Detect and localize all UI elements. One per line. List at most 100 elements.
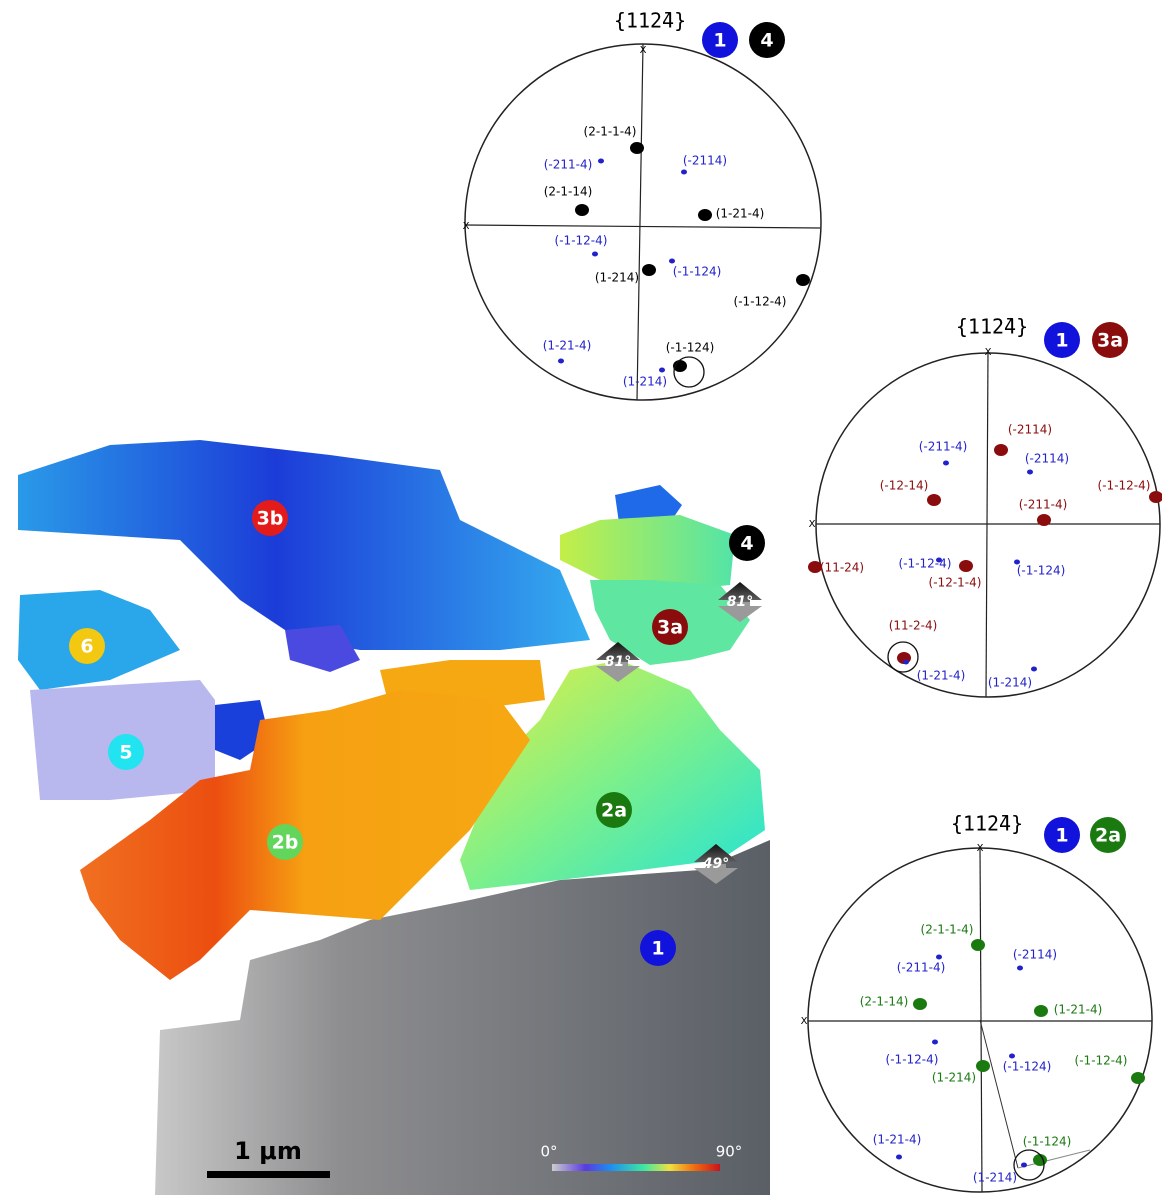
pole-label: (-12-1-4) (929, 576, 982, 590)
colorbar-max: 90° (716, 1143, 743, 1161)
badge-label: 1 (1055, 330, 1068, 352)
badge-label: 1 (713, 30, 726, 52)
pole-label: (1-214) (973, 1171, 1017, 1185)
grain-badge (640, 930, 676, 966)
pole-label: (1-214) (623, 375, 667, 389)
pole-cluster (1131, 1072, 1145, 1084)
grain-badge (652, 609, 688, 645)
pole-cluster (976, 1060, 990, 1072)
pole-cluster (1014, 559, 1020, 565)
pole-cluster (630, 142, 644, 154)
pf-axis-label: X (463, 221, 470, 232)
rotation-arrow-down (718, 602, 762, 622)
grain-blob (285, 625, 360, 672)
pf-background (808, 341, 1162, 705)
pole-label: (-211-4) (1019, 498, 1068, 512)
scale-bar-label: 1 μm (234, 1137, 302, 1165)
scale-bar (207, 1171, 330, 1178)
grain-label: 2a (601, 800, 627, 822)
pole-label: (-1-124) (673, 265, 722, 279)
grain-label: 3b (257, 508, 284, 530)
pole-label: (-2114) (1025, 452, 1069, 466)
pole-label: (-1-12-4) (734, 295, 787, 309)
pole-label: (-1-12-4) (886, 1053, 939, 1067)
grain-badge (267, 824, 303, 860)
pole-cluster (669, 258, 675, 264)
pole-label: (-1-124) (666, 341, 715, 355)
pole-label: (1-21-4) (1054, 1003, 1103, 1017)
pole-label: (-211-4) (919, 440, 968, 454)
pole-figure: X X {112̄4} 1 3a (-211-4) (-2114) (-2114) (-12-1… (808, 315, 1162, 705)
pole-cluster (936, 954, 942, 960)
grain-badge (729, 525, 765, 561)
grain-label: 1 (651, 938, 664, 960)
grain-label: 2b (272, 832, 299, 854)
pole-cluster (1009, 1053, 1015, 1059)
pole-label: (2-1-14) (544, 185, 593, 199)
pole-label: (-1-12-4) (1098, 479, 1151, 493)
grain-badge (596, 792, 632, 828)
grain-badge (69, 628, 105, 664)
pf-trace (979, 1019, 1019, 1169)
highlight-circle (1013, 1149, 1045, 1181)
pole-cluster (943, 460, 949, 466)
pole-cluster (1021, 1162, 1027, 1168)
pole-cluster (994, 444, 1008, 456)
grain-2b (80, 690, 530, 980)
rotation-arrow-up (694, 844, 738, 864)
grain-1 (155, 840, 770, 1195)
badge (1044, 322, 1080, 358)
pf-axis-label: X (985, 347, 992, 358)
pole-cluster (681, 169, 687, 175)
pf-title: {112̄4} (951, 812, 1023, 836)
badge (1044, 817, 1080, 853)
pole-figure: X X {112̄4} 1 2a (2-1-1-4) (-2114) (-211-4) (2-1… (800, 812, 1160, 1195)
pole-cluster (642, 264, 656, 276)
pole-cluster (598, 158, 604, 164)
pole-cluster (1149, 491, 1162, 503)
pf-axis-label: X (640, 45, 647, 56)
pole-label: (1-214) (988, 676, 1032, 690)
pole-cluster (959, 560, 973, 572)
pf-title: {112̄4} (956, 315, 1028, 339)
pole-cluster (1031, 666, 1037, 672)
pole-cluster (927, 494, 941, 506)
pole-cluster (1037, 514, 1051, 526)
grain-3b (18, 440, 590, 650)
badge (1092, 322, 1128, 358)
rotation-arrow-up (596, 642, 640, 662)
pole-cluster (903, 659, 909, 665)
pole-label: (1-21-4) (716, 207, 765, 221)
pf-axis (985, 352, 989, 698)
pole-cluster (932, 1039, 938, 1045)
rotation-arrow-up (718, 582, 762, 602)
pole-label: (1-214) (595, 271, 639, 285)
pole-cluster (971, 939, 985, 951)
pf-axis (636, 43, 644, 401)
pole-label: (-211-4) (897, 961, 946, 975)
rotation-arrow-down (694, 864, 738, 884)
grain-4 (560, 515, 735, 590)
badge (1090, 817, 1126, 853)
pole-cluster (1033, 1154, 1047, 1166)
pole-label: (-1-12-4) (555, 234, 608, 248)
pole-cluster (936, 557, 942, 563)
pole-cluster (796, 274, 810, 286)
pole-cluster (913, 998, 927, 1010)
pf-axis (979, 847, 983, 1193)
rotation-angle: 49° (702, 856, 729, 872)
pole-cluster (1027, 469, 1033, 475)
pole-label: (-1-124) (1023, 1135, 1072, 1149)
badge (702, 22, 738, 58)
grain-badge (252, 500, 288, 536)
colorbar (552, 1164, 720, 1171)
pole-label: (1-21-4) (917, 669, 966, 683)
pole-label: (2-1-14) (860, 995, 909, 1009)
pole-cluster (575, 204, 589, 216)
rotation-arrow-down (596, 662, 640, 682)
pole-label: (-1-12-4) (1075, 1054, 1128, 1068)
pole-label: (11-2-4) (889, 619, 938, 633)
pole-cluster (896, 1154, 902, 1160)
pole-label: (-2114) (1008, 423, 1052, 437)
